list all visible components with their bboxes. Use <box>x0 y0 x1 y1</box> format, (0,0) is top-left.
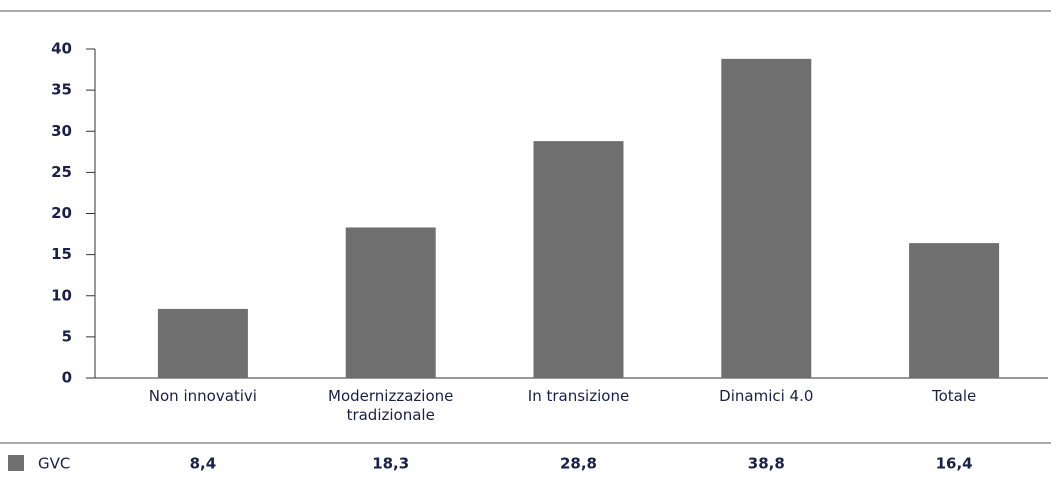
y-tick-label: 30 <box>51 122 72 140</box>
table-value: 18,3 <box>372 455 409 473</box>
x-tick-label: Modernizzazione tradizionale <box>328 387 454 424</box>
bar <box>157 308 248 378</box>
bar <box>909 243 1000 378</box>
x-tick-label: In transizione <box>527 387 630 405</box>
x-tick-label: Totale <box>931 387 977 405</box>
y-tick-label: 5 <box>62 327 72 345</box>
table-value: 28,8 <box>560 455 597 473</box>
y-tick-label: 25 <box>51 163 72 181</box>
y-tick-label: 35 <box>51 81 72 99</box>
x-tick-label: Non innovativi <box>148 387 257 405</box>
legend-swatch <box>8 455 24 471</box>
bar <box>345 227 436 378</box>
y-tick-label: 20 <box>51 204 72 222</box>
table-value: 16,4 <box>936 455 973 473</box>
y-tick-label: 10 <box>51 286 72 304</box>
bar <box>721 58 812 379</box>
table-value: 8,4 <box>190 455 217 473</box>
legend-label: GVC <box>38 455 70 473</box>
x-tick-label: Dinamici 4.0 <box>719 387 814 405</box>
bar <box>533 141 624 378</box>
y-tick-label: 15 <box>51 245 72 263</box>
y-tick-label: 0 <box>62 369 72 387</box>
table-value: 38,8 <box>748 455 785 473</box>
y-tick-label: 40 <box>51 40 72 58</box>
